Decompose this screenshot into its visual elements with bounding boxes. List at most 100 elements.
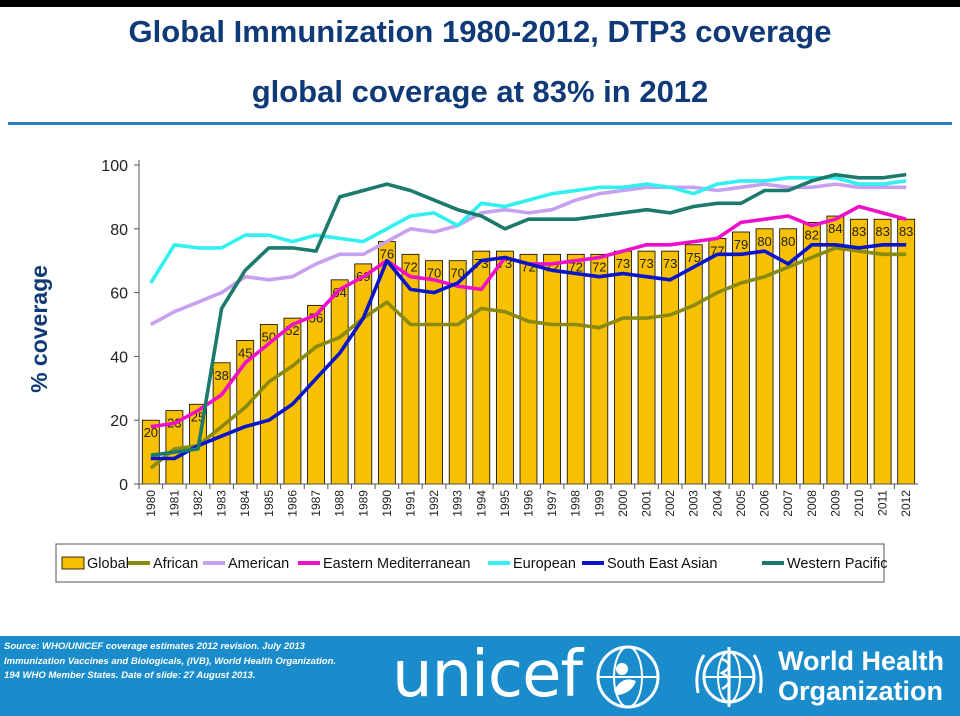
y-tick-label: 40 <box>110 349 128 366</box>
bar-1997 <box>543 253 562 485</box>
bar-1993 <box>448 260 467 485</box>
series-line-european <box>149 175 907 284</box>
x-tick-label: 2005 <box>734 490 748 517</box>
x-tick-label: 2003 <box>687 490 701 517</box>
top-border <box>0 0 960 7</box>
x-tick-label: 1994 <box>474 490 488 517</box>
bar-value-label: 20 <box>144 425 158 440</box>
x-tick-label: 1980 <box>144 490 158 517</box>
bar-value-label: 80 <box>781 234 795 249</box>
bar-2012 <box>897 218 916 485</box>
bar-1987 <box>307 304 325 485</box>
x-tick-label: 2006 <box>758 490 772 517</box>
x-tick-label: 1999 <box>592 490 606 517</box>
x-tick-label: 2001 <box>640 490 654 517</box>
bar-value-label: 70 <box>450 266 464 281</box>
bar-value-label: 73 <box>663 256 677 271</box>
bar-value-label: 82 <box>805 227 819 242</box>
source-line-1: Source: WHO/UNICEF coverage estimates 20… <box>4 641 305 652</box>
footer-band <box>0 636 960 716</box>
x-tick-label: 2004 <box>710 490 724 517</box>
legend-label-african: African <box>153 556 198 572</box>
slide-title: Global Immunization 1980-2012, DTP3 cove… <box>128 14 832 49</box>
x-tick-label: 1987 <box>309 490 323 517</box>
bar-value-label: 72 <box>592 259 606 274</box>
bar-value-label: 80 <box>757 234 771 249</box>
x-tick-label: 1997 <box>545 490 559 517</box>
bar-1989 <box>354 263 373 485</box>
x-tick-label: 1991 <box>403 490 417 517</box>
bar-1996 <box>519 253 538 485</box>
bar-value-label: 83 <box>852 224 866 239</box>
legend-swatch-global <box>61 556 85 570</box>
bar-value-label: 70 <box>427 266 441 281</box>
x-tick-label: 2000 <box>616 490 630 517</box>
y-tick-label: 80 <box>110 222 128 239</box>
bar-value-label: 75 <box>687 250 701 265</box>
legend-box <box>55 543 885 583</box>
x-tick-label: 1990 <box>380 490 394 517</box>
bar-value-label: 72 <box>568 259 582 274</box>
bar-1988 <box>330 279 349 485</box>
x-tick-label: 1988 <box>333 490 347 517</box>
source-line-3: 194 WHO Member States. Date of slide: 27… <box>4 670 256 681</box>
legend-label-global: Global <box>87 556 129 572</box>
who-logo: World Health Organization <box>778 646 944 706</box>
series-line-south-east-asian <box>150 243 907 461</box>
who-logo-line-2: Organization <box>778 676 944 706</box>
bar-value-label: 76 <box>380 247 394 262</box>
x-tick-label: 1982 <box>191 490 205 517</box>
y-tick-label: 60 <box>110 286 128 303</box>
x-tick-label: 2002 <box>663 490 677 517</box>
bar-1994 <box>472 250 491 485</box>
legend-label-american: American <box>228 556 289 572</box>
bar-2009 <box>826 215 845 485</box>
y-axis-label: % coverage <box>26 265 52 393</box>
bar-2002 <box>661 250 680 485</box>
x-tick-label: 2009 <box>828 490 842 517</box>
bar-2005 <box>732 231 750 485</box>
source-note: Source: WHO/UNICEF coverage estimates 20… <box>4 640 374 684</box>
bar-value-label: 72 <box>403 259 417 274</box>
bar-value-label: 84 <box>828 221 842 236</box>
unicef-emblem-icon <box>596 645 660 709</box>
bar-value-label: 73 <box>639 256 653 271</box>
bar-value-label: 83 <box>899 224 913 239</box>
series-line-african <box>149 246 907 470</box>
legend-label-western-pacific: Western Pacific <box>787 556 887 572</box>
y-tick-label: 100 <box>101 158 128 175</box>
x-tick-label: 1983 <box>215 490 229 517</box>
who-logo-line-1: World Health <box>778 646 945 676</box>
bar-1999 <box>590 253 609 485</box>
x-tick-label: 1993 <box>451 490 465 517</box>
bar-2003 <box>684 244 703 485</box>
bar-2010 <box>850 218 868 485</box>
legend-label-south-east-asian: South East Asian <box>607 556 717 572</box>
bar-1995 <box>495 250 514 485</box>
bar-2006 <box>755 228 774 485</box>
x-tick-label: 1985 <box>262 490 276 517</box>
bar-2011 <box>873 218 892 485</box>
x-tick-label: 1998 <box>569 490 583 517</box>
bar-value-label: 73 <box>616 256 630 271</box>
bar-1986 <box>283 317 302 485</box>
bar-value-label: 56 <box>309 310 323 325</box>
source-line-2: Immunization Vaccines and Biologicals, (… <box>4 655 337 667</box>
x-tick-label: 1989 <box>356 490 370 517</box>
x-tick-label: 1984 <box>238 490 252 517</box>
y-tick-label: 0 <box>119 477 128 494</box>
x-tick-label: 1992 <box>427 490 441 517</box>
bar-2001 <box>637 250 656 485</box>
x-tick-label: 2010 <box>852 490 866 517</box>
bar-value-label: 83 <box>875 224 889 239</box>
who-emblem-icon <box>695 647 763 707</box>
bar-value-label: 45 <box>238 345 252 360</box>
y-tick-label: 20 <box>110 413 128 430</box>
title-divider <box>8 122 952 125</box>
x-tick-label: 1986 <box>285 490 299 517</box>
x-tick-label: 1995 <box>498 490 512 517</box>
bar-2004 <box>708 237 727 485</box>
x-tick-label: 2011 <box>876 490 890 516</box>
slide-subtitle: global coverage at 83% in 2012 <box>251 74 709 109</box>
unicef-logo: unicef <box>392 638 583 712</box>
